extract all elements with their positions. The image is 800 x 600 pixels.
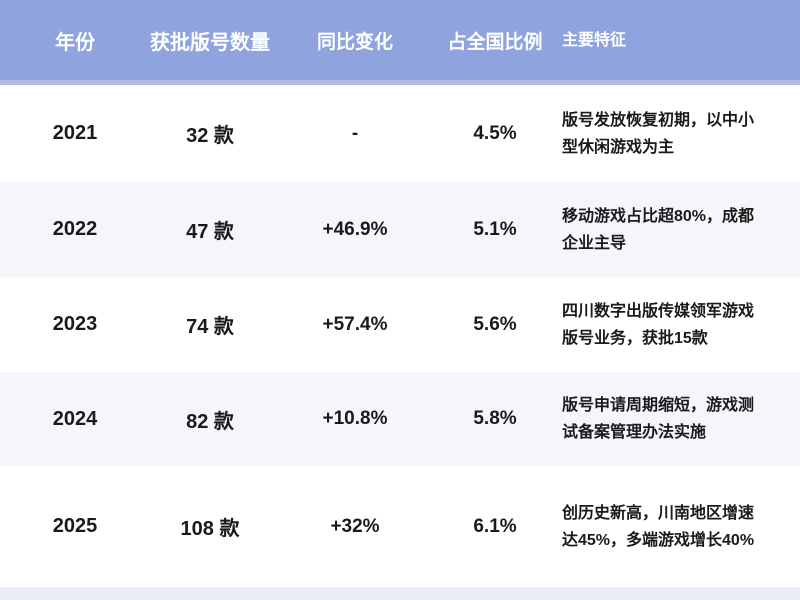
- cell-year: 2023: [52, 313, 98, 335]
- cell-year: 2022: [52, 218, 98, 240]
- cell-change: -: [351, 122, 359, 144]
- header-change: 同比变化: [316, 31, 393, 53]
- cell-features: 移动游戏占比超80%，成都企业主导: [562, 207, 755, 252]
- cell-change: +32%: [330, 515, 380, 537]
- cell-year: 2025: [52, 515, 98, 537]
- cell-count: 108 款: [180, 518, 240, 540]
- cell-features: 四川数字出版传媒领军游戏版号业务，获批15款: [562, 302, 755, 347]
- cell-year: 2021: [52, 122, 98, 144]
- cell-share: 4.5%: [473, 122, 517, 144]
- cell-share: 6.1%: [473, 515, 517, 537]
- table-row: 2024 82 款 +10.8% 5.8% 版号申请周期缩短，游戏测试备案管理办…: [0, 372, 800, 466]
- cell-share: 5.8%: [473, 408, 517, 429]
- cell-share: 5.6%: [473, 313, 517, 335]
- cell-share: 5.1%: [473, 218, 517, 240]
- table-row: 2025 108 款 +32% 6.1% 创历史新高，川南地区增速达45%，多端…: [0, 466, 800, 587]
- cell-change: +46.9%: [322, 218, 388, 240]
- cell-year: 2024: [52, 407, 98, 430]
- cell-count: 32 款: [186, 125, 234, 147]
- cell-count: 82 款: [186, 410, 234, 433]
- cell-features: 版号发放恢复初期，以中小型休闲游戏为主: [562, 111, 755, 156]
- cell-count: 47 款: [186, 221, 234, 243]
- header-count: 获批版号数量: [150, 31, 270, 54]
- header-share: 占全国比例: [447, 31, 543, 53]
- cell-count: 74 款: [186, 316, 234, 338]
- table-row: 2023 74 款 +57.4% 5.6% 四川数字出版传媒领军游戏版号业务，获…: [0, 277, 800, 372]
- cell-change: +57.4%: [322, 313, 388, 335]
- cell-change: +10.8%: [322, 408, 388, 429]
- cell-features: 创历史新高，川南地区增速达45%，多端游戏增长40%: [562, 504, 755, 549]
- table-header-row: 年份 获批版号数量 同比变化 占全国比例 主要特征: [0, 0, 800, 85]
- header-features: 主要特征: [562, 31, 627, 49]
- bottom-strip: [0, 587, 800, 600]
- table-row: 2022 47 款 +46.9% 5.1% 移动游戏占比超80%，成都企业主导: [0, 182, 800, 277]
- table-row: 2021 32 款 - 4.5% 版号发放恢复初期，以中小型休闲游戏为主: [0, 85, 800, 182]
- header-year: 年份: [55, 31, 95, 54]
- cell-features: 版号申请周期缩短，游戏测试备案管理办法实施: [562, 397, 755, 441]
